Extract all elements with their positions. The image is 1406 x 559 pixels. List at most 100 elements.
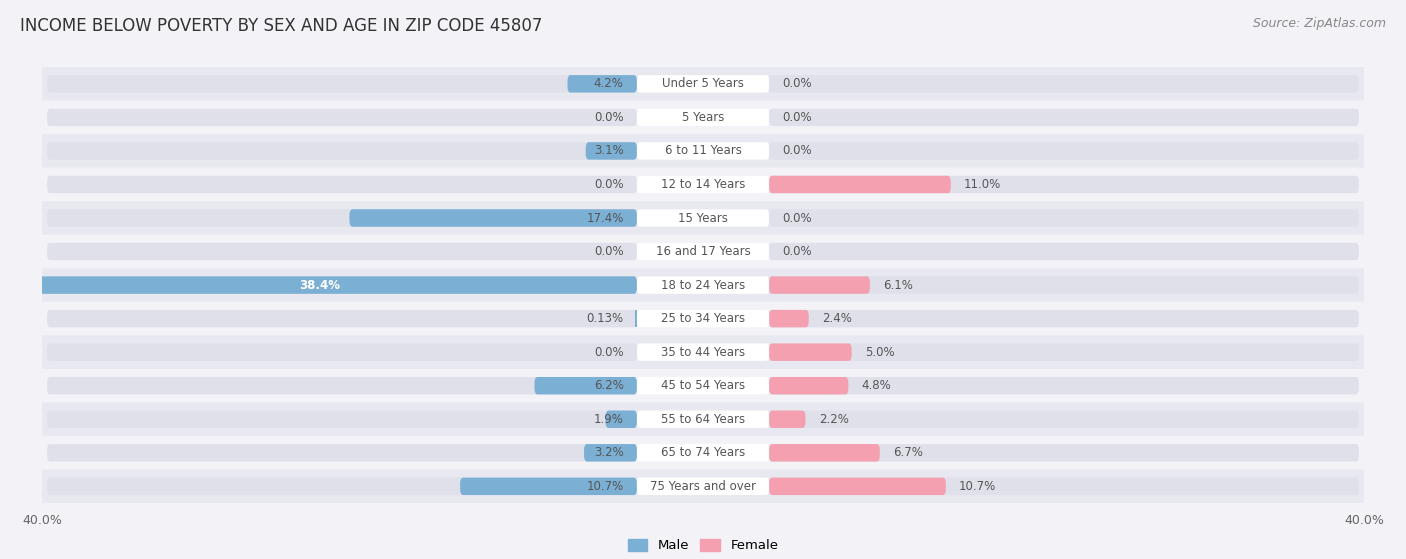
Text: 45 to 54 Years: 45 to 54 Years xyxy=(661,379,745,392)
FancyBboxPatch shape xyxy=(769,444,880,462)
FancyBboxPatch shape xyxy=(637,477,769,495)
Text: 35 to 44 Years: 35 to 44 Years xyxy=(661,345,745,359)
FancyBboxPatch shape xyxy=(769,377,848,395)
FancyBboxPatch shape xyxy=(42,335,1364,369)
FancyBboxPatch shape xyxy=(534,377,637,395)
FancyBboxPatch shape xyxy=(48,444,637,462)
Text: 6 to 11 Years: 6 to 11 Years xyxy=(665,144,741,158)
Text: 6.7%: 6.7% xyxy=(893,446,922,459)
Legend: Male, Female: Male, Female xyxy=(623,534,783,557)
Text: 15 Years: 15 Years xyxy=(678,211,728,225)
FancyBboxPatch shape xyxy=(42,201,1364,235)
Text: Under 5 Years: Under 5 Years xyxy=(662,77,744,91)
FancyBboxPatch shape xyxy=(637,209,769,227)
FancyBboxPatch shape xyxy=(637,276,769,294)
FancyBboxPatch shape xyxy=(350,209,637,227)
FancyBboxPatch shape xyxy=(769,410,806,428)
FancyBboxPatch shape xyxy=(769,377,1358,395)
Text: 6.2%: 6.2% xyxy=(593,379,624,392)
FancyBboxPatch shape xyxy=(769,276,1358,294)
Text: 1.9%: 1.9% xyxy=(593,413,624,426)
FancyBboxPatch shape xyxy=(769,176,1358,193)
FancyBboxPatch shape xyxy=(637,310,769,328)
FancyBboxPatch shape xyxy=(42,470,1364,503)
FancyBboxPatch shape xyxy=(48,176,637,193)
Text: 0.0%: 0.0% xyxy=(782,111,811,124)
Text: 0.0%: 0.0% xyxy=(595,111,624,124)
Text: 0.0%: 0.0% xyxy=(782,144,811,158)
FancyBboxPatch shape xyxy=(769,176,950,193)
FancyBboxPatch shape xyxy=(586,142,637,160)
FancyBboxPatch shape xyxy=(637,243,769,260)
FancyBboxPatch shape xyxy=(769,477,946,495)
FancyBboxPatch shape xyxy=(769,343,852,361)
FancyBboxPatch shape xyxy=(637,343,769,361)
FancyBboxPatch shape xyxy=(769,310,1358,328)
FancyBboxPatch shape xyxy=(769,310,808,328)
FancyBboxPatch shape xyxy=(769,142,1358,160)
Text: 0.0%: 0.0% xyxy=(782,245,811,258)
FancyBboxPatch shape xyxy=(460,477,637,495)
Text: 5.0%: 5.0% xyxy=(865,345,894,359)
FancyBboxPatch shape xyxy=(769,276,870,294)
FancyBboxPatch shape xyxy=(42,168,1364,201)
Text: 2.4%: 2.4% xyxy=(823,312,852,325)
FancyBboxPatch shape xyxy=(769,444,1358,462)
FancyBboxPatch shape xyxy=(42,235,1364,268)
FancyBboxPatch shape xyxy=(606,410,637,428)
Text: Source: ZipAtlas.com: Source: ZipAtlas.com xyxy=(1253,17,1386,30)
FancyBboxPatch shape xyxy=(48,243,637,260)
Text: 0.0%: 0.0% xyxy=(595,245,624,258)
Text: 4.2%: 4.2% xyxy=(593,77,624,91)
FancyBboxPatch shape xyxy=(48,377,637,395)
FancyBboxPatch shape xyxy=(48,343,637,361)
FancyBboxPatch shape xyxy=(637,75,769,93)
FancyBboxPatch shape xyxy=(769,209,1358,227)
Bar xyxy=(634,310,637,328)
Text: 10.7%: 10.7% xyxy=(959,480,997,493)
Text: 25 to 34 Years: 25 to 34 Years xyxy=(661,312,745,325)
Text: 3.2%: 3.2% xyxy=(593,446,624,459)
Text: 75 Years and over: 75 Years and over xyxy=(650,480,756,493)
Text: 3.1%: 3.1% xyxy=(593,144,624,158)
FancyBboxPatch shape xyxy=(769,75,1358,93)
Text: 12 to 14 Years: 12 to 14 Years xyxy=(661,178,745,191)
FancyBboxPatch shape xyxy=(637,176,769,193)
Text: 2.2%: 2.2% xyxy=(818,413,848,426)
FancyBboxPatch shape xyxy=(637,444,769,462)
FancyBboxPatch shape xyxy=(568,75,637,93)
FancyBboxPatch shape xyxy=(42,101,1364,134)
FancyBboxPatch shape xyxy=(48,108,637,126)
FancyBboxPatch shape xyxy=(769,343,1358,361)
Text: 11.0%: 11.0% xyxy=(965,178,1001,191)
Text: 0.0%: 0.0% xyxy=(782,77,811,91)
Text: 5 Years: 5 Years xyxy=(682,111,724,124)
FancyBboxPatch shape xyxy=(769,243,1358,260)
FancyBboxPatch shape xyxy=(42,369,1364,402)
FancyBboxPatch shape xyxy=(769,477,1358,495)
Text: 17.4%: 17.4% xyxy=(586,211,624,225)
FancyBboxPatch shape xyxy=(637,142,769,160)
Text: 18 to 24 Years: 18 to 24 Years xyxy=(661,278,745,292)
FancyBboxPatch shape xyxy=(769,410,1358,428)
Text: 38.4%: 38.4% xyxy=(299,278,340,292)
Text: 0.0%: 0.0% xyxy=(595,345,624,359)
Text: 0.0%: 0.0% xyxy=(782,211,811,225)
FancyBboxPatch shape xyxy=(637,377,769,395)
FancyBboxPatch shape xyxy=(48,410,637,428)
FancyBboxPatch shape xyxy=(42,302,1364,335)
FancyBboxPatch shape xyxy=(583,444,637,462)
Text: 16 and 17 Years: 16 and 17 Years xyxy=(655,245,751,258)
FancyBboxPatch shape xyxy=(42,402,1364,436)
FancyBboxPatch shape xyxy=(48,142,637,160)
FancyBboxPatch shape xyxy=(42,134,1364,168)
FancyBboxPatch shape xyxy=(48,75,637,93)
FancyBboxPatch shape xyxy=(42,436,1364,470)
Text: INCOME BELOW POVERTY BY SEX AND AGE IN ZIP CODE 45807: INCOME BELOW POVERTY BY SEX AND AGE IN Z… xyxy=(20,17,543,35)
FancyBboxPatch shape xyxy=(48,209,637,227)
FancyBboxPatch shape xyxy=(42,268,1364,302)
FancyBboxPatch shape xyxy=(48,276,637,294)
FancyBboxPatch shape xyxy=(769,108,1358,126)
Text: 55 to 64 Years: 55 to 64 Years xyxy=(661,413,745,426)
Text: 65 to 74 Years: 65 to 74 Years xyxy=(661,446,745,459)
